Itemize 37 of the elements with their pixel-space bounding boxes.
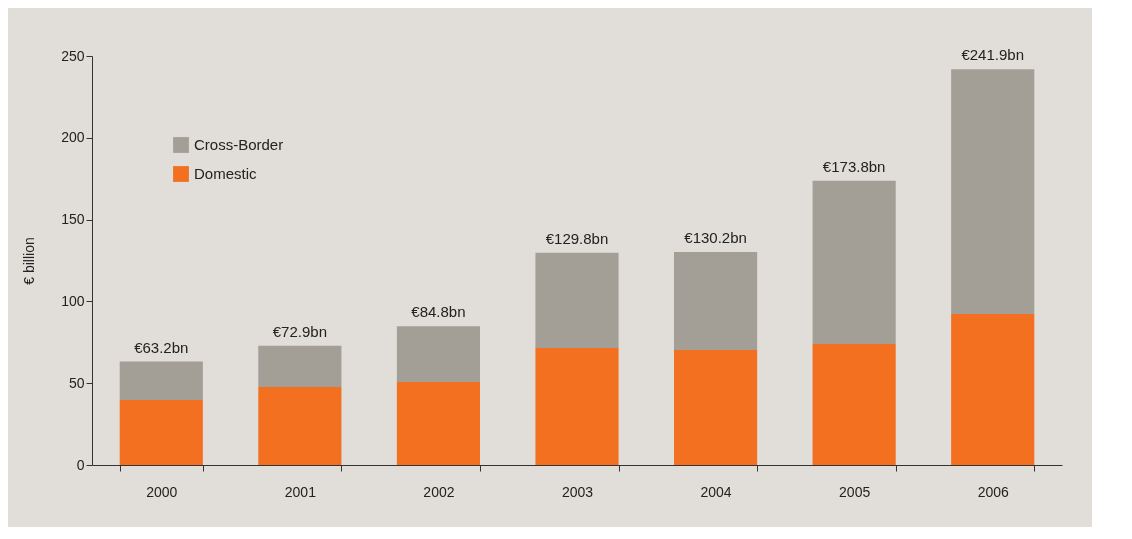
- y-tick-label: 250: [61, 47, 85, 64]
- x-tick-label: 2001: [284, 483, 317, 500]
- bar: [951, 314, 1035, 465]
- total-label: €173.8bn: [822, 157, 886, 175]
- bar: [951, 69, 1035, 314]
- total-label: €72.9bn: [272, 322, 327, 340]
- x-tick-label: 2004: [700, 483, 732, 500]
- bar: [258, 386, 342, 465]
- bar: [119, 361, 203, 401]
- bar: [396, 382, 480, 465]
- x-tick-label: 2000: [146, 483, 178, 500]
- bar: [535, 348, 619, 465]
- total-label: €84.8bn: [411, 303, 466, 321]
- bar: [812, 343, 896, 465]
- total-label: €130.2bn: [684, 228, 747, 246]
- y-tick-label: 0: [76, 456, 85, 473]
- x-tick-label: 2003: [561, 483, 594, 500]
- y-tick-label: 50: [68, 374, 85, 391]
- bar: [674, 251, 758, 350]
- bar: [674, 349, 758, 465]
- y-tick-label: 200: [61, 129, 85, 146]
- legend-label: Cross-Border: [194, 136, 284, 153]
- legend-label: Domestic: [194, 165, 258, 182]
- bar: [258, 345, 342, 387]
- total-label: €129.8bn: [545, 229, 609, 247]
- bar: [396, 326, 480, 383]
- total-label: €241.9bn: [961, 46, 1024, 64]
- bar: [119, 400, 203, 465]
- total-label: €63.2bn: [134, 338, 189, 356]
- y-axis-title: € billion: [21, 237, 38, 285]
- x-tick-label: 2005: [839, 483, 871, 500]
- bar: [812, 180, 896, 344]
- y-tick-label: 100: [61, 292, 85, 309]
- x-tick-label: 2006: [977, 483, 1009, 500]
- bar: [535, 252, 619, 349]
- y-tick-label: 150: [61, 211, 85, 228]
- x-tick-label: 2002: [423, 483, 455, 500]
